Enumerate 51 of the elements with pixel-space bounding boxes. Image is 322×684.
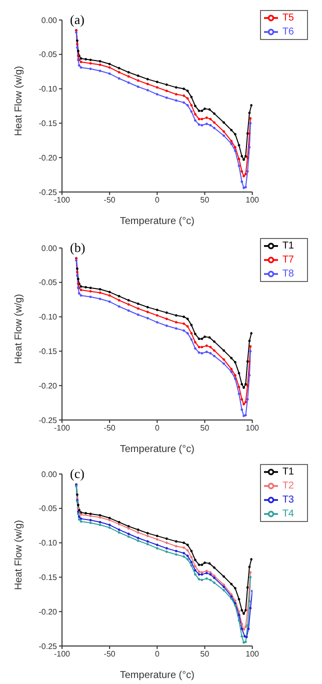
annotation: (a) [70, 12, 84, 28]
y-tick-label: -0.15 [38, 573, 58, 582]
legend-label: T7 [282, 254, 294, 266]
y-tick-label: -0.25 [38, 188, 58, 197]
y-tick-label: -0.05 [38, 504, 58, 514]
x-tick-label: 0 [154, 196, 160, 205]
y-tick-label: -0.20 [38, 153, 58, 162]
x-tick-label: -100 [54, 424, 71, 433]
y-tick-label: 0.00 [41, 244, 58, 253]
y-tick-label: 0.00 [41, 16, 58, 25]
y-tick-label: -0.10 [38, 84, 58, 94]
x-tick-label: 100 [246, 424, 260, 433]
y-tick-label: -0.25 [38, 642, 58, 651]
x-tick-label: -50 [104, 196, 116, 205]
y-tick-label: -0.15 [38, 347, 58, 356]
x-tick-label: 50 [200, 196, 210, 205]
y-axis-title: Heat Flow (w/g) [14, 520, 25, 590]
x-tick-label: 0 [154, 424, 160, 433]
x-tick-label: -50 [104, 650, 116, 659]
y-tick-label: -0.20 [38, 607, 58, 616]
x-axis-title: Temperature (°c) [120, 670, 194, 681]
x-tick-label: -100 [54, 196, 71, 205]
annotation: (c) [70, 466, 84, 482]
legend-label: T1 [282, 240, 294, 252]
x-tick-label: 100 [246, 650, 260, 659]
x-tick-label: -100 [54, 650, 71, 659]
annotation: (b) [70, 240, 86, 256]
legend-label: T6 [282, 26, 294, 38]
legend-label: T1 [282, 466, 294, 478]
x-tick-label: 100 [246, 196, 260, 205]
y-tick-label: -0.20 [38, 381, 58, 390]
x-axis-title: Temperature (°c) [120, 444, 194, 455]
legend-label: T4 [282, 508, 294, 520]
y-axis-title: Heat Flow (w/g) [14, 66, 25, 136]
x-tick-label: 0 [154, 650, 160, 659]
legend-label: T3 [282, 494, 294, 506]
y-tick-label: 0.00 [41, 470, 58, 479]
legend-label: T5 [282, 12, 294, 24]
x-axis-title: Temperature (°c) [120, 216, 194, 227]
y-axis-title: Heat Flow (w/g) [14, 294, 25, 364]
x-tick-label: -50 [104, 424, 116, 433]
legend-label: T2 [282, 480, 294, 492]
x-tick-label: 50 [200, 424, 210, 433]
y-tick-label: -0.25 [38, 416, 58, 425]
x-tick-label: 50 [200, 650, 210, 659]
y-tick-label: -0.15 [38, 119, 58, 128]
y-tick-label: -0.05 [38, 278, 58, 288]
y-tick-label: -0.10 [38, 312, 58, 322]
y-tick-label: -0.05 [38, 50, 58, 60]
legend-label: T8 [282, 268, 294, 280]
y-tick-label: -0.10 [38, 538, 58, 548]
